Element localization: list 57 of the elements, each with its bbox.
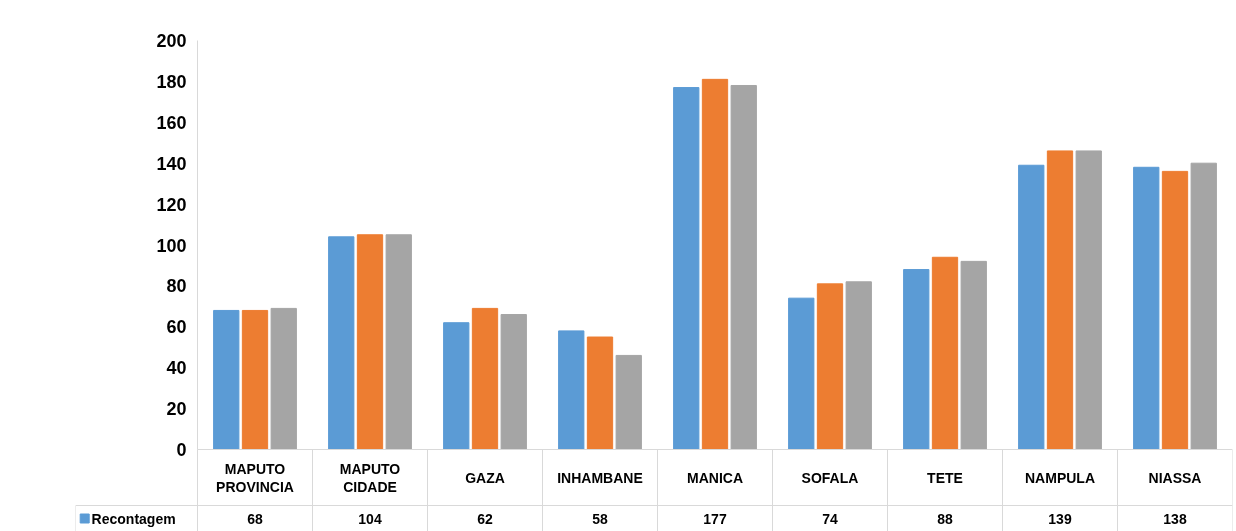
bar — [701, 78, 729, 450]
bar — [788, 297, 815, 450]
y-tick-label: 200 — [156, 31, 187, 51]
data-label: 62 — [477, 510, 493, 527]
bar — [1046, 150, 1074, 450]
bar — [1133, 166, 1160, 450]
data-label: 58 — [592, 510, 608, 527]
bar — [471, 307, 499, 450]
y-tick-label: 140 — [156, 153, 187, 174]
y-tick-label: 100 — [156, 235, 187, 256]
bar — [241, 309, 269, 450]
x-tick-label: NAMPULA — [1025, 469, 1095, 486]
bar — [730, 84, 757, 450]
data-label: 74 — [822, 510, 838, 527]
bar — [845, 281, 872, 450]
y-tick-label: 80 — [166, 276, 187, 297]
bar — [558, 330, 585, 450]
data-label: 138 — [1163, 510, 1187, 527]
x-tick-label: MAPUTO CIDADE — [339, 460, 401, 495]
bar — [328, 236, 355, 450]
legend-label: Recontagem — [91, 510, 176, 527]
y-tick-label: 20 — [166, 399, 187, 420]
bar — [931, 256, 959, 450]
data-label: 177 — [703, 510, 727, 527]
bar — [960, 260, 987, 450]
data-label: 68 — [247, 510, 263, 527]
x-tick-label: MANICA — [687, 469, 743, 486]
x-tick-label: SOFALA — [801, 469, 859, 486]
bar — [270, 307, 297, 450]
bar — [615, 354, 642, 450]
bar — [500, 314, 527, 450]
y-tick-label: 120 — [156, 194, 187, 215]
bar — [356, 234, 384, 450]
x-tick-label: MAPUTO PROVINCIA — [216, 460, 294, 495]
bar — [443, 322, 470, 450]
x-tick-label: INHAMBANE — [557, 469, 643, 486]
bar — [1161, 170, 1189, 450]
y-tick-label: 40 — [166, 358, 187, 379]
x-tick-label: NIASSA — [1148, 469, 1202, 486]
data-label: 104 — [358, 510, 382, 527]
y-tick-label: 0 — [176, 440, 187, 460]
bar — [816, 283, 844, 450]
y-tick-label: 180 — [156, 71, 187, 92]
x-tick-label: TETE — [927, 469, 963, 486]
bar — [213, 309, 240, 450]
bar — [673, 87, 700, 450]
data-label: 139 — [1048, 510, 1072, 527]
bar — [385, 234, 412, 450]
bar — [1075, 150, 1102, 450]
bar — [903, 269, 930, 450]
y-tick-label: 160 — [156, 112, 187, 133]
x-tick-label: GAZA — [465, 469, 505, 486]
data-label: 88 — [937, 510, 953, 527]
bar — [1018, 164, 1045, 450]
bar — [586, 336, 614, 450]
y-tick-label: 60 — [166, 317, 187, 338]
bar — [1190, 162, 1217, 450]
